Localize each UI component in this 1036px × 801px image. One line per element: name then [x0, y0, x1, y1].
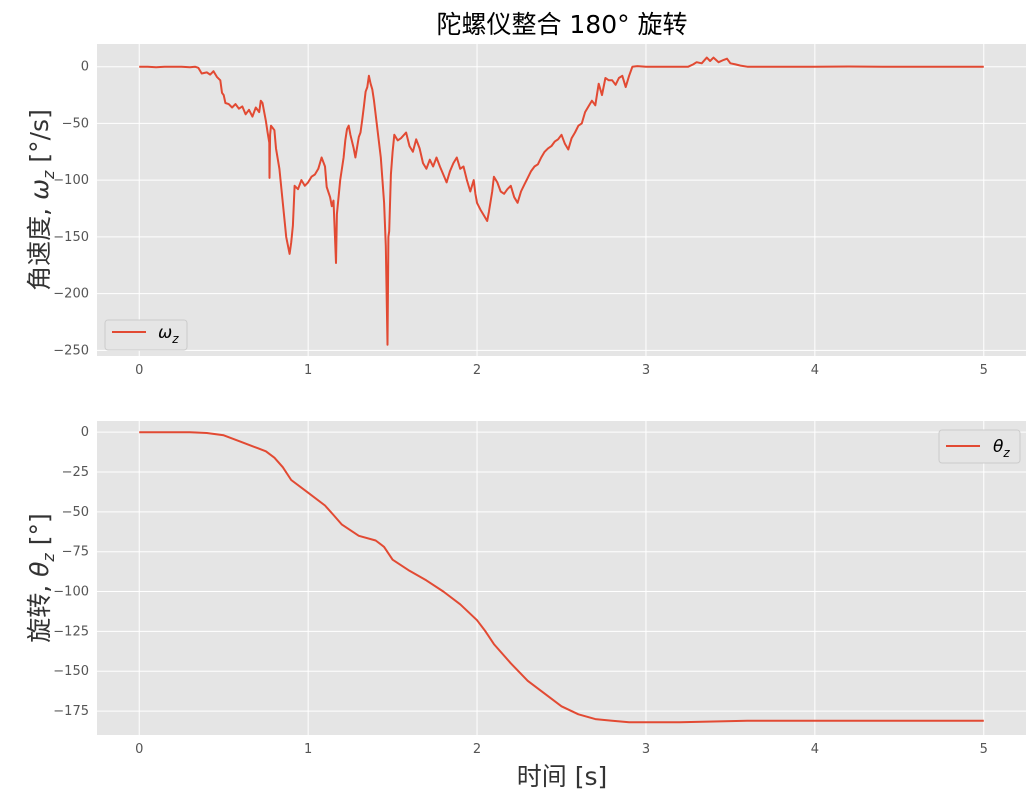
legend-label: ωz [158, 323, 179, 346]
x-tick-label: 4 [811, 363, 819, 378]
x-tick-label: 4 [811, 742, 819, 757]
series-line [139, 431, 984, 724]
x-tick-label: 2 [473, 742, 481, 757]
plot-area [97, 421, 1026, 735]
x-tick-label: 0 [135, 363, 143, 378]
x-tick-label: 0 [135, 742, 143, 757]
legend-box [104, 319, 188, 351]
legend-label: θz [993, 437, 1010, 460]
y-tick-label: −125 [53, 624, 89, 639]
y-tick-label: −200 [53, 287, 89, 302]
x-tick-label: 5 [980, 363, 988, 378]
plot-area [97, 44, 1026, 356]
x-tick-label: 3 [642, 363, 650, 378]
y-tick-label: 0 [81, 425, 89, 440]
x-tick-label: 2 [473, 363, 481, 378]
x-tick-label: 3 [642, 742, 650, 757]
y-tick-label: −250 [53, 343, 89, 358]
y-ticks: 0 −50 −100 −150 −200 −250 [53, 60, 89, 359]
y-tick-label: −50 [62, 505, 89, 520]
series-group [139, 431, 984, 724]
y-axis-label: 角速度, ωz [°/s] [25, 109, 58, 291]
y-tick-label: −75 [62, 545, 89, 560]
x-tick-label: 1 [304, 363, 312, 378]
series-line [139, 56, 984, 346]
x-ticks: 0 1 2 3 4 5 [135, 742, 988, 757]
y-tick-label: −100 [53, 173, 89, 188]
grid-lines [97, 421, 1026, 735]
y-tick-label: −150 [53, 230, 89, 245]
y-tick-label: −50 [62, 116, 89, 131]
grid-lines [97, 44, 1026, 356]
legend: ωz [104, 319, 188, 351]
angular-velocity-plot: 0 1 2 3 4 5 0 −50 −100 −150 −200 −250 ωz 角速度, ωz [… [25, 44, 1026, 378]
y-tick-label: −150 [53, 664, 89, 679]
rotation-plot: 0 1 2 3 4 5 0 −25 −50 −75 −100 −125 −150 −175 θz 旋转,… [25, 421, 1026, 791]
y-tick-label: −25 [62, 465, 89, 480]
x-tick-label: 1 [304, 742, 312, 757]
x-ticks: 0 1 2 3 4 5 [135, 363, 988, 378]
series-group [139, 56, 984, 346]
chart-title: 陀螺仪整合 180° 旋转 [436, 10, 687, 39]
y-ticks: 0 −25 −50 −75 −100 −125 −150 −175 [53, 425, 89, 719]
y-axis-label: 旋转, θz [°] [25, 513, 58, 643]
x-tick-label: 5 [980, 742, 988, 757]
x-axis-label: 时间 [s] [517, 762, 607, 791]
y-tick-label: −175 [53, 704, 89, 719]
y-tick-label: −100 [53, 585, 89, 600]
y-tick-label: 0 [81, 60, 89, 75]
legend: θz [938, 429, 1021, 464]
